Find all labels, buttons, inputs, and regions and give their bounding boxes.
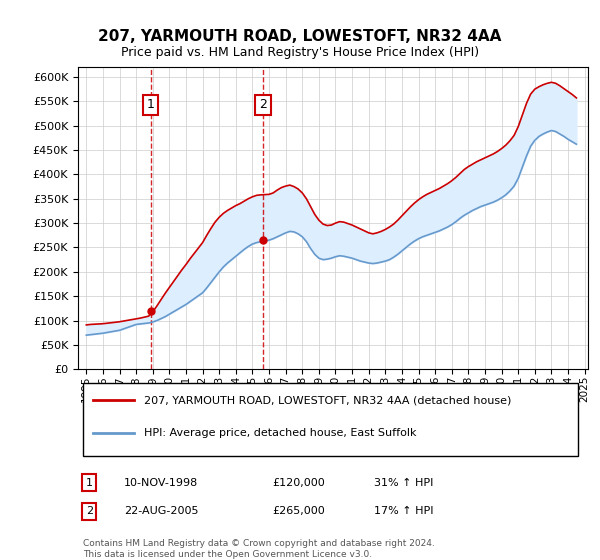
Text: £265,000: £265,000	[272, 506, 325, 516]
Text: 31% ↑ HPI: 31% ↑ HPI	[374, 478, 433, 488]
Text: 207, YARMOUTH ROAD, LOWESTOFT, NR32 4AA (detached house): 207, YARMOUTH ROAD, LOWESTOFT, NR32 4AA …	[145, 395, 512, 405]
FancyBboxPatch shape	[83, 382, 578, 456]
Text: Contains HM Land Registry data © Crown copyright and database right 2024.
This d: Contains HM Land Registry data © Crown c…	[83, 539, 435, 559]
Text: £120,000: £120,000	[272, 478, 325, 488]
Text: HPI: Average price, detached house, East Suffolk: HPI: Average price, detached house, East…	[145, 428, 417, 438]
Text: 10-NOV-1998: 10-NOV-1998	[124, 478, 198, 488]
Text: 207, YARMOUTH ROAD, LOWESTOFT, NR32 4AA: 207, YARMOUTH ROAD, LOWESTOFT, NR32 4AA	[98, 29, 502, 44]
Text: 1: 1	[146, 99, 155, 111]
Text: 2: 2	[259, 99, 267, 111]
Text: 1: 1	[86, 478, 93, 488]
Text: 22-AUG-2005: 22-AUG-2005	[124, 506, 199, 516]
Text: 17% ↑ HPI: 17% ↑ HPI	[374, 506, 433, 516]
Text: 2: 2	[86, 506, 93, 516]
Text: Price paid vs. HM Land Registry's House Price Index (HPI): Price paid vs. HM Land Registry's House …	[121, 46, 479, 59]
